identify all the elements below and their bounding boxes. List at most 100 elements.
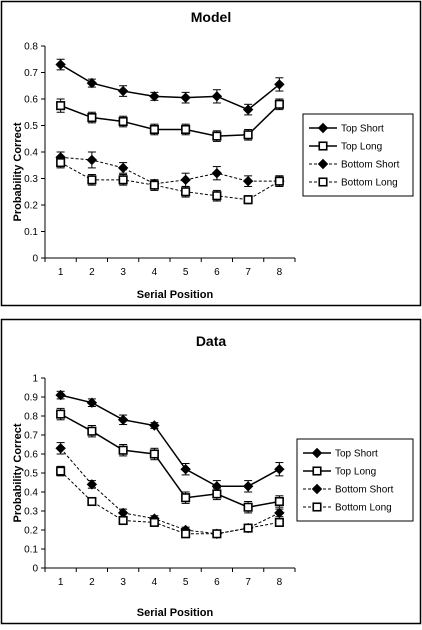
- data-legend-marker-bottom-short: [311, 483, 323, 495]
- data-legend-label-top-long: Top Long: [335, 467, 376, 478]
- model-data-point-top-long: [87, 113, 97, 123]
- model-data-point-bottom-long: [87, 175, 97, 185]
- model-legend-label-top-long: Top Long: [341, 142, 382, 153]
- model-data-point-bottom-short: [180, 174, 191, 186]
- data-data-point-bottom-short: [274, 507, 285, 519]
- data-series-line-top-long: [60, 413, 280, 508]
- data-y-tick-label: 0.2: [24, 526, 38, 537]
- model-y-tick-label: 0.4: [24, 148, 38, 159]
- data-x-tick-label: 8: [277, 577, 283, 588]
- model-data-point-bottom-long: [243, 195, 253, 205]
- model-data-point-top-short: [55, 59, 66, 70]
- model-chart-title: Model: [191, 9, 231, 25]
- model-data-point-bottom-long: [56, 158, 66, 168]
- data-data-point-bottom-long: [212, 529, 222, 539]
- model-y-tick-label: 0.6: [24, 95, 38, 106]
- model-legend-marker-bottom-long: [318, 177, 328, 187]
- data-y-tick-label: 0: [32, 564, 38, 575]
- data-legend-marker-bottom-long: [312, 502, 322, 512]
- data-data-point-top-short: [117, 414, 129, 426]
- model-y-tick-label: 0.5: [24, 121, 38, 132]
- data-x-tick-label: 3: [120, 577, 126, 588]
- model-data-point-bottom-long: [149, 180, 159, 190]
- data-y-tick-label: 0.5: [24, 469, 38, 480]
- model-x-tick-label: 5: [183, 267, 189, 278]
- model-series-line-top-short: [60, 63, 280, 111]
- data-data-point-top-long: [181, 493, 191, 503]
- model-y-tick-label: 0: [32, 254, 38, 265]
- data-y-tick-label: 0.1: [24, 545, 38, 556]
- model-data-point-top-long: [149, 124, 159, 135]
- data-data-point-top-long: [118, 445, 128, 455]
- model-y-tick-label: 0.1: [24, 227, 38, 238]
- model-legend-label-top-short: Top Short: [341, 124, 384, 135]
- model-legend-marker-top-short: [317, 122, 329, 134]
- model-data-point-bottom-long: [274, 176, 284, 186]
- data-data-point-top-long: [274, 496, 284, 507]
- data-data-point-bottom-long: [274, 517, 284, 527]
- model-y-tick-label: 0.3: [24, 174, 38, 185]
- data-data-point-bottom-short: [55, 443, 66, 454]
- data-data-point-top-short: [242, 481, 254, 492]
- model-data-point-top-short: [274, 79, 285, 90]
- data-data-point-top-long: [149, 449, 159, 459]
- data-data-point-top-long: [212, 489, 222, 499]
- model-data-point-bottom-short: [242, 175, 254, 187]
- data-x-tick-label: 5: [183, 577, 189, 588]
- data-data-point-top-long: [243, 502, 253, 512]
- model-y-tick-label: 0.2: [24, 201, 38, 212]
- model-data-point-top-short: [180, 92, 191, 103]
- data-series-line-bottom-long: [60, 470, 280, 535]
- model-data-point-bottom-short: [117, 162, 129, 174]
- data-legend-label-bottom-long: Bottom Long: [335, 503, 392, 514]
- data-y-tick-label: 0.3: [24, 507, 38, 518]
- data-y-tick-label: 0.4: [24, 488, 38, 499]
- model-series-line-bottom-short: [60, 156, 280, 185]
- model-x-tick-label: 3: [120, 267, 126, 278]
- data-x-axis-label: Serial Position: [137, 607, 214, 619]
- data-data-point-top-short: [86, 397, 98, 408]
- model-data-point-bottom-long: [212, 191, 222, 201]
- model-x-tick-label: 4: [152, 267, 158, 278]
- data-y-tick-label: 1: [32, 374, 38, 385]
- data-series-line-top-short: [60, 394, 280, 488]
- data-x-tick-label: 1: [58, 577, 64, 588]
- data-legend-label-top-short: Top Short: [335, 449, 378, 460]
- data-data-point-top-short: [55, 389, 66, 401]
- data-data-point-top-short: [274, 463, 285, 475]
- data-x-tick-label: 7: [245, 577, 251, 588]
- model-y-tick-label: 0.8: [24, 42, 38, 53]
- data-data-point-top-long: [56, 409, 66, 419]
- data-data-point-bottom-long: [56, 466, 66, 476]
- data-chart-title: Data: [196, 333, 227, 349]
- model-data-point-top-long: [274, 99, 284, 109]
- model-data-point-top-long: [243, 130, 253, 140]
- data-x-tick-label: 4: [152, 577, 158, 588]
- data-legend-label-bottom-short: Bottom Short: [335, 485, 394, 496]
- data-legend-marker-top-long: [312, 466, 322, 476]
- data-y-tick-label: 0.7: [24, 431, 38, 442]
- model-data-point-top-long: [212, 131, 222, 141]
- data-data-point-top-long: [87, 426, 97, 436]
- data-data-point-bottom-long: [181, 529, 191, 539]
- model-data-point-top-short: [211, 91, 223, 102]
- model-x-tick-label: 8: [277, 267, 283, 278]
- model-y-tick-label: 0.7: [24, 68, 38, 79]
- model-legend-label-bottom-long: Bottom Long: [341, 178, 398, 189]
- data-x-tick-label: 6: [214, 577, 220, 588]
- data-data-point-bottom-long: [118, 515, 128, 526]
- model-data-point-bottom-short: [211, 167, 223, 179]
- model-data-point-top-long: [56, 101, 66, 111]
- model-series-line-bottom-long: [60, 162, 280, 201]
- data-data-point-bottom-long: [149, 517, 159, 527]
- model-y-axis-label: Probability Correct: [12, 122, 24, 221]
- data-legend-marker-top-short: [311, 447, 323, 459]
- data-data-point-top-short: [149, 420, 160, 431]
- data-data-point-top-short: [180, 463, 191, 475]
- model-x-tick-label: 7: [245, 267, 251, 278]
- model-data-point-top-short: [242, 104, 254, 115]
- data-data-point-bottom-short: [86, 479, 98, 490]
- data-y-axis-label: Probability Correct: [12, 423, 24, 522]
- model-x-tick-label: 1: [58, 267, 64, 278]
